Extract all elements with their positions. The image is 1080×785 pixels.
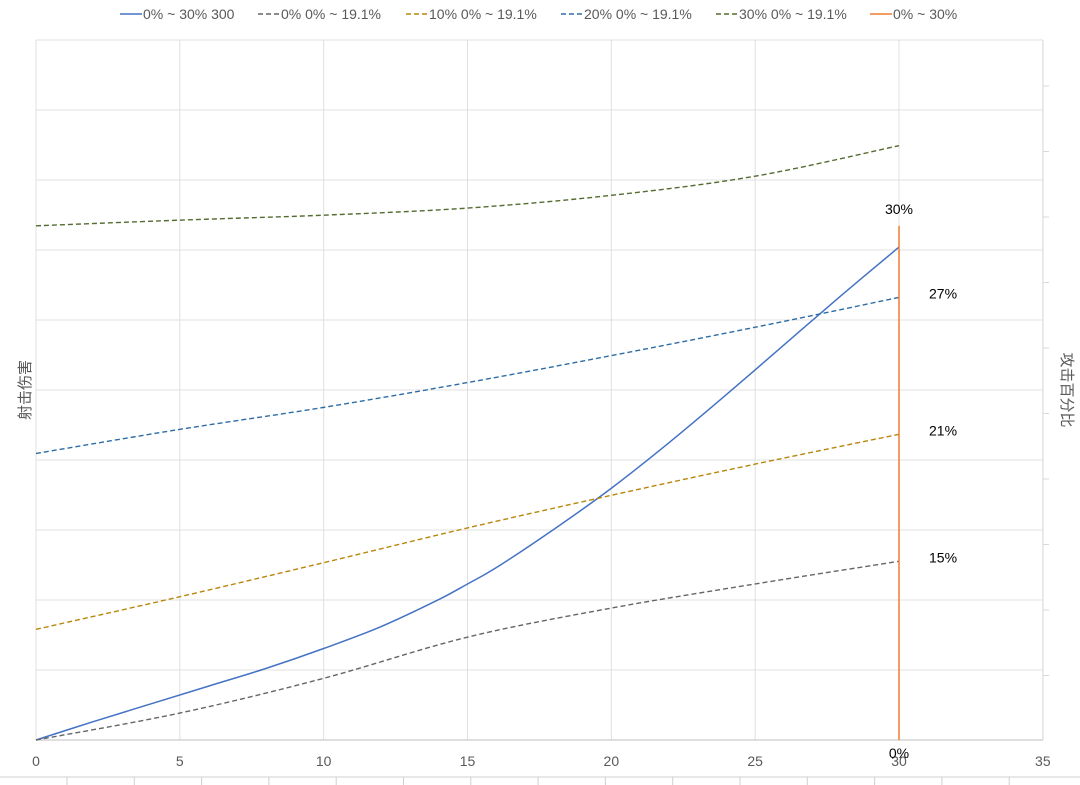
x-tick-label: 10 xyxy=(316,753,332,769)
data-label: 15% xyxy=(929,549,957,565)
grid xyxy=(36,40,1043,740)
y-axis-label: 射击伤害 xyxy=(17,360,34,420)
legend-label: 20% 0% ~ 19.1% xyxy=(584,6,692,22)
x-tick-label: 20 xyxy=(604,753,620,769)
data-label: 27% xyxy=(929,285,957,301)
data-label: 0% xyxy=(889,745,909,761)
x-tick-label: 0 xyxy=(32,753,40,769)
x-tick-label: 35 xyxy=(1035,753,1051,769)
x-tick-label: 15 xyxy=(460,753,476,769)
legend: 0% ~ 30% 300 0% 0% ~ 19.1% 10% 0% ~ 19.1% 2… xyxy=(120,6,957,22)
y2-axis-label: 攻击百分比 xyxy=(1058,352,1075,427)
legend-label: 0% ~ 30% 300 xyxy=(143,6,235,22)
legend-label: 0% ~ 30% xyxy=(893,6,957,22)
x-tick-label: 5 xyxy=(176,753,184,769)
legend-label: 10% 0% ~ 19.1% xyxy=(429,6,537,22)
axes: 0 5 10 15 20 25 30 35 xyxy=(0,40,1080,785)
legend-label: 30% 0% ~ 19.1% xyxy=(739,6,847,22)
data-label: 30% xyxy=(885,201,913,217)
annotation-layer: 30% 27% 21% 15% 0% xyxy=(885,201,957,761)
x-tick-label: 25 xyxy=(747,753,763,769)
legend-label: 0% 0% ~ 19.1% xyxy=(281,6,381,22)
data-label: 21% xyxy=(929,422,957,438)
